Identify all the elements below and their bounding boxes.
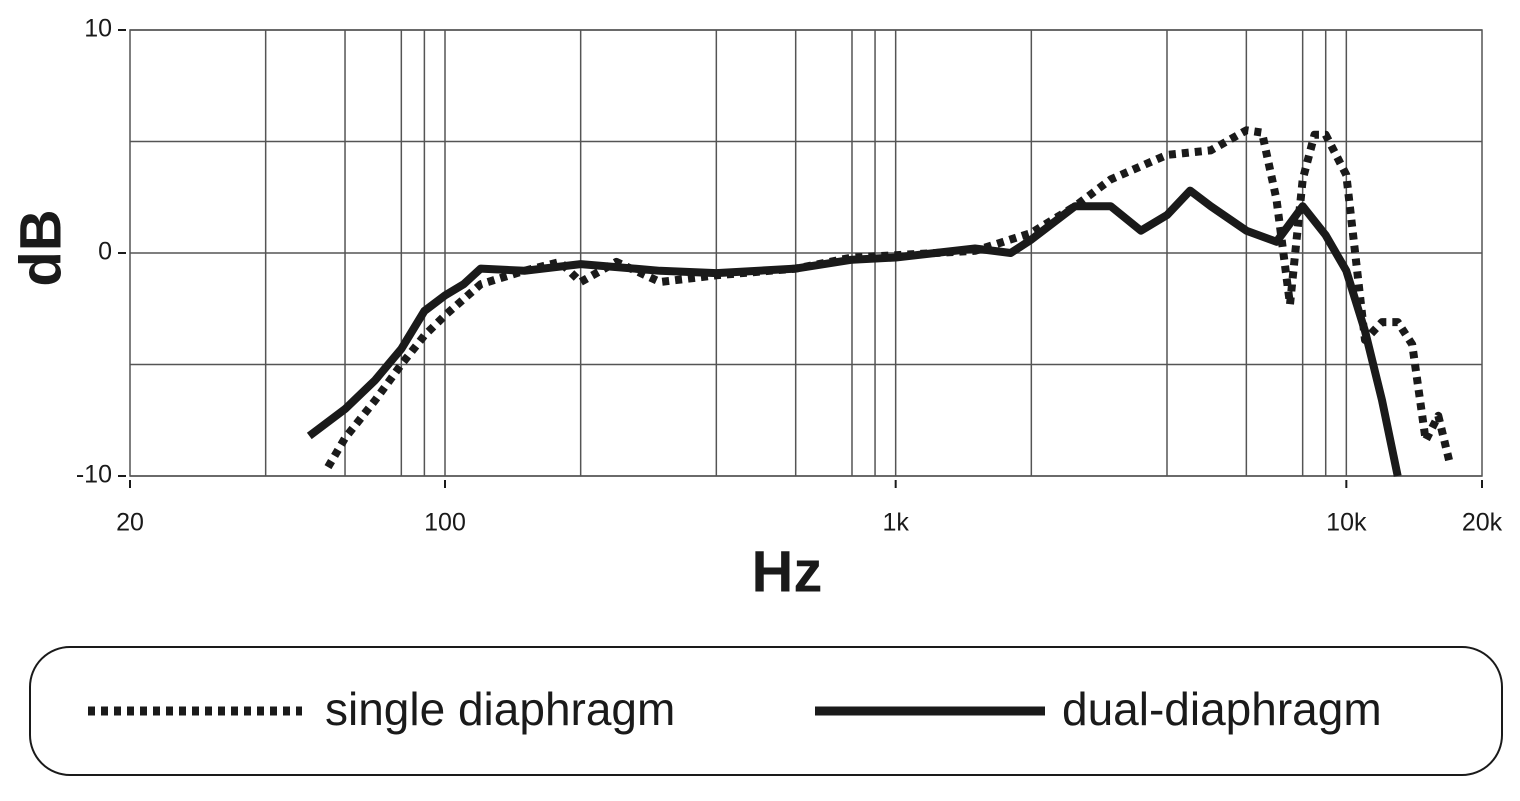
x-tick-label: 10k	[1326, 509, 1367, 537]
x-axis-title: Hz	[752, 539, 823, 604]
x-tick-label: 1k	[882, 509, 909, 537]
y-axis-title: dB	[8, 209, 73, 286]
y-tick-label: 0	[98, 238, 112, 266]
plot-border	[129, 29, 1483, 477]
x-tick-label: 100	[424, 509, 466, 537]
series-line	[324, 126, 1455, 470]
legend-label: single diaphragm	[325, 683, 675, 735]
y-tick-label: 10	[84, 15, 112, 43]
series-line	[306, 186, 1402, 477]
legend-label: dual-diaphragm	[1062, 683, 1382, 735]
y-tick-label: -10	[76, 461, 112, 489]
x-tick-label: 20	[116, 509, 144, 537]
legend-box	[29, 646, 1503, 776]
x-tick-label: 20k	[1462, 509, 1503, 537]
